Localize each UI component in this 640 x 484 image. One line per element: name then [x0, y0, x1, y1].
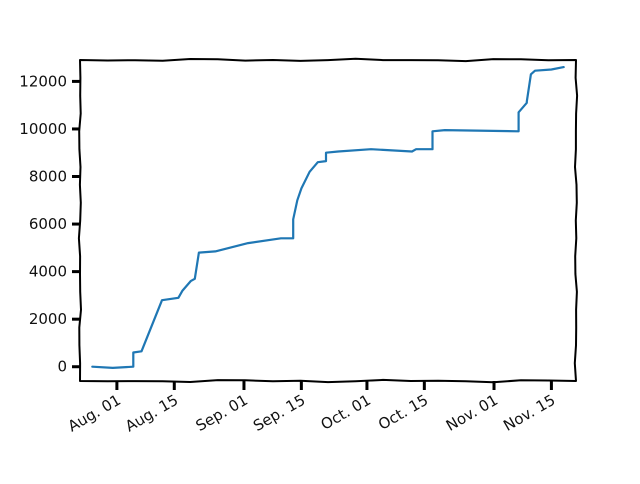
- y-tick-label: 8000: [29, 168, 67, 186]
- x-tick-label: Sep. 01: [193, 391, 251, 435]
- y-tick-label: 10000: [19, 120, 67, 138]
- y-tick-label: 12000: [19, 72, 67, 90]
- y-tick-label: 4000: [29, 263, 67, 281]
- x-tick-label: Nov. 15: [500, 391, 558, 435]
- y-tick-label: 0: [57, 358, 67, 376]
- series-line: [91, 66, 565, 369]
- x-tick-label: Nov. 01: [443, 391, 501, 435]
- plot-frame: [77, 57, 579, 384]
- x-tick-label: Oct. 01: [318, 391, 374, 434]
- y-tick-label: 2000: [29, 310, 67, 328]
- x-tick-label: Aug. 15: [122, 391, 181, 436]
- x-tick-label: Oct. 15: [375, 391, 431, 434]
- x-tick-label: Sep. 15: [250, 391, 308, 435]
- y-axis: 0 2000 4000 6000 8000 10000 12000: [19, 72, 80, 376]
- x-tick-label: Aug. 01: [65, 391, 124, 436]
- y-tick-label: 6000: [29, 215, 67, 233]
